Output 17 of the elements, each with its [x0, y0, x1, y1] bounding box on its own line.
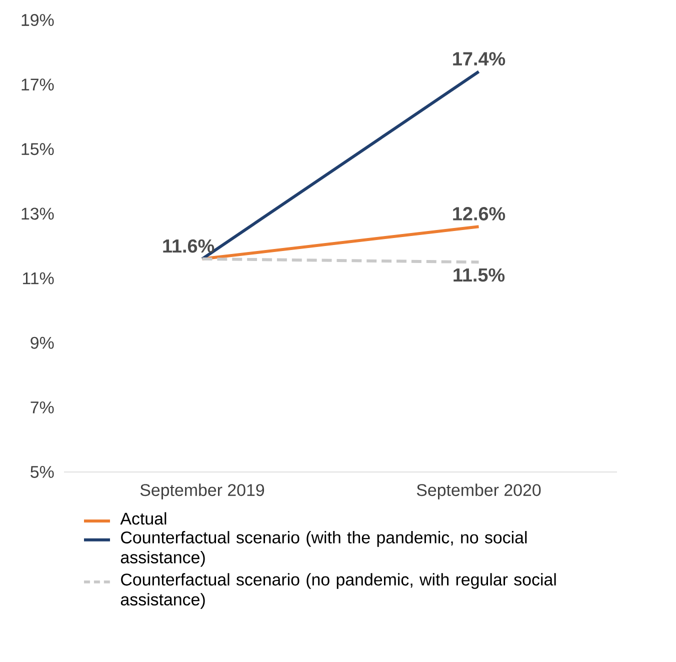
y-tick-label: 13% — [22, 208, 54, 220]
data-label: 11.5% — [454, 268, 505, 282]
y-tick-label: 5% — [30, 466, 54, 478]
x-tick-label: September 2019 — [140, 484, 264, 500]
y-tick-label: 17% — [22, 78, 54, 90]
legend-label: Actual — [120, 512, 166, 525]
y-tick-label: 7% — [30, 402, 54, 414]
legend-label: Counterfactual scenario (with the pandemic, no social assistance) — [120, 531, 527, 567]
y-tick-label: 15% — [22, 143, 54, 156]
data-label: 12.6% — [453, 207, 506, 220]
data-label: 11.6% — [163, 239, 214, 253]
y-tick-label: 11% — [23, 272, 54, 284]
legend-label: Counterfactual scenario (no pandemic, with regular social assistance) — [120, 573, 556, 609]
y-tick-label: 19% — [22, 14, 54, 26]
data-label: 17.4% — [453, 52, 506, 66]
y-tick-label: 9% — [30, 336, 54, 349]
x-tick-label: September 2020 — [416, 484, 541, 500]
